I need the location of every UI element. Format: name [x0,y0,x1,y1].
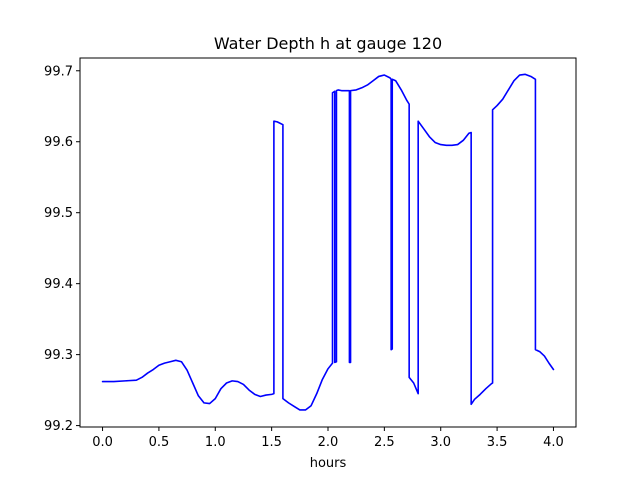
x-tick-label: 3.0 [430,435,451,450]
y-tick-label: 99.4 [44,277,73,292]
y-axis: 99.2 99.3 99.4 99.5 99.6 99.7 [44,64,80,434]
plot-area [101,73,555,411]
y-tick-label: 99.2 [44,419,73,434]
x-tick-label: 0.0 [92,435,113,450]
x-tick-label: 1.0 [205,435,226,450]
x-tick-label: 2.5 [374,435,395,450]
y-tick-label: 99.5 [44,206,73,221]
y-tick-label: 99.7 [44,64,73,79]
chart-title: Water Depth h at gauge 120 [214,34,442,53]
x-tick-label: 1.5 [261,435,282,450]
x-tick-label: 0.5 [149,435,170,450]
x-axis: 0.0 0.5 1.0 1.5 2.0 2.5 3.0 3.5 4.0 [92,427,564,450]
y-tick-label: 99.3 [44,348,73,363]
x-tick-label: 3.5 [487,435,508,450]
series-line-1 [101,73,555,411]
x-axis-label: hours [310,456,347,471]
plot-frame [79,57,577,428]
x-tick-label: 4.0 [543,435,564,450]
y-tick-label: 99.6 [44,135,73,150]
x-tick-label: 2.0 [318,435,339,450]
